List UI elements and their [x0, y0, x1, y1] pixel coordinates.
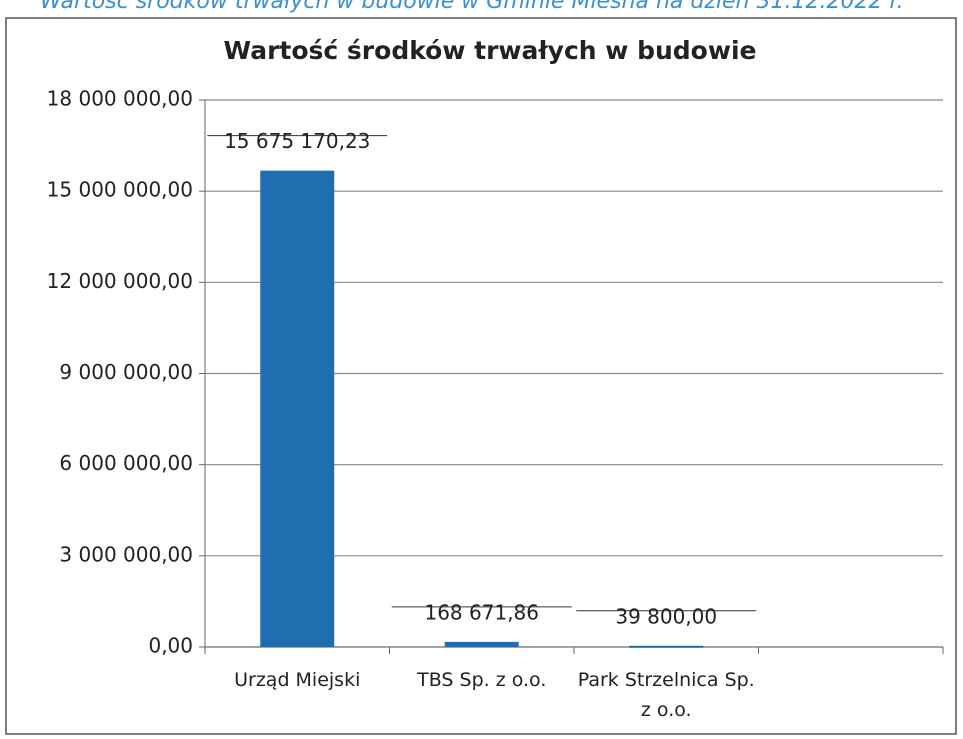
- x-tick-label: Park Strzelnica Sp. z o.o.: [577, 669, 755, 721]
- y-tick-label: 15 000 000,00: [47, 178, 193, 202]
- chart-title: Wartość środków trwałych w budowie: [224, 36, 757, 65]
- data-label: 39 800,00: [615, 604, 717, 628]
- data-label: 168 671,86: [424, 600, 539, 624]
- y-tick-label: 18 000 000,00: [47, 87, 193, 111]
- page-header: Wartość środków trwałych w budowie w Gmi…: [40, 0, 903, 14]
- y-tick-label: 0,00: [148, 634, 193, 658]
- y-tick-label: 6 000 000,00: [59, 451, 193, 475]
- y-tick-label: 9 000 000,00: [59, 360, 193, 384]
- y-tick-label: 3 000 000,00: [59, 542, 193, 566]
- y-tick-label: 12 000 000,00: [47, 269, 193, 293]
- data-label: 15 675 170,23: [224, 129, 370, 153]
- x-tick-label: TBS Sp. z o.o.: [417, 669, 547, 691]
- bar: [260, 170, 335, 647]
- bar: [629, 645, 704, 648]
- bar: [444, 641, 519, 647]
- x-tick-label: Urząd Miejski: [234, 669, 361, 691]
- chart-frame: [5, 17, 957, 735]
